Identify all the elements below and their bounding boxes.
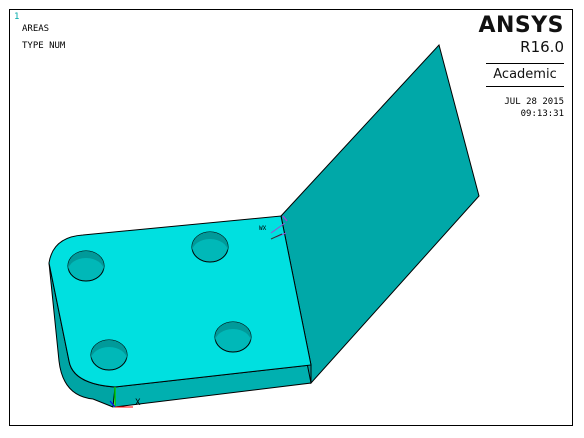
plot-title-line1: AREAS: [22, 24, 50, 34]
ansys-logo: ANSYS R16.0: [478, 13, 564, 57]
working-plane-marker: [270, 215, 288, 240]
hole-2: [191, 231, 229, 263]
model-view[interactable]: WX X: [10, 10, 572, 425]
hole-4: [214, 321, 252, 353]
flange-area[interactable]: [280, 43, 480, 385]
global-triad: [109, 387, 133, 408]
window-number: 1: [14, 12, 20, 22]
hole-1: [67, 250, 105, 282]
plot-date: JUL 28 2015: [504, 97, 564, 107]
graphics-viewport[interactable]: 1 AREAS TYPE NUM ANSYS R16.0 Academic JU…: [9, 9, 573, 426]
plate-top-face[interactable]: [48, 215, 312, 388]
plot-title-line2: TYPE NUM: [22, 41, 66, 51]
plot-time: 09:13:31: [520, 109, 564, 119]
brand-name: ANSYS: [478, 13, 564, 38]
brand-release: R16.0: [520, 38, 564, 56]
timestamp: JUL 28 2015 09:13:31: [504, 96, 564, 120]
hole-3: [90, 339, 128, 371]
wp-label: WX: [259, 225, 267, 232]
triad-x-label: X: [135, 398, 141, 408]
brand-edition: Academic: [486, 63, 564, 87]
